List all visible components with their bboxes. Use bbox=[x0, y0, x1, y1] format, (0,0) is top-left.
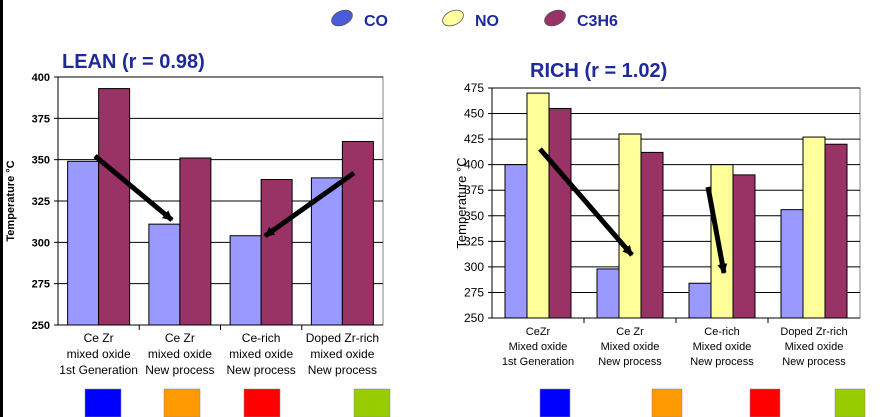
bar-c3h6 bbox=[341, 140, 374, 326]
y-tick-label: 375 bbox=[464, 183, 484, 197]
bar-co bbox=[504, 164, 528, 319]
legend-label: NO bbox=[475, 13, 499, 30]
bar-no bbox=[710, 164, 734, 319]
legend-marker bbox=[544, 9, 566, 27]
y-axis-label: Temperature °C bbox=[5, 160, 17, 241]
bar-co bbox=[780, 209, 804, 319]
bar-c3h6 bbox=[732, 174, 756, 319]
y-tick-label: 475 bbox=[464, 81, 484, 95]
category-swatch bbox=[353, 388, 391, 417]
x-tick-label: Ce-rich Mixed oxide New process bbox=[690, 326, 754, 368]
legend-marker bbox=[331, 9, 353, 27]
category-swatch bbox=[243, 388, 281, 417]
category-swatch bbox=[84, 388, 122, 417]
x-tick-label: CeZr Mixed oxide 1st Generation bbox=[502, 326, 574, 368]
x-tick-label: Ce Zr Mixed oxide New process bbox=[598, 326, 662, 368]
chart-title: RICH (r = 1.02) bbox=[530, 60, 667, 82]
legend-label: CO bbox=[364, 13, 388, 30]
y-tick-label: 325 bbox=[32, 196, 50, 208]
y-axis-label: Temperature °C bbox=[454, 157, 469, 248]
y-tick-label: 450 bbox=[464, 107, 484, 121]
bar-c3h6 bbox=[548, 107, 572, 319]
y-tick-label: 250 bbox=[464, 311, 484, 325]
y-tick-label: 325 bbox=[464, 234, 484, 248]
bar-c3h6 bbox=[640, 151, 664, 319]
chart-rich: RICH (r = 1.02) 250 275 300 325 350 375 400 425 4… bbox=[454, 60, 866, 417]
y-tick-label: 350 bbox=[32, 155, 50, 167]
y-tick-label: 375 bbox=[32, 113, 50, 125]
category-swatch bbox=[539, 388, 571, 417]
chart-title: LEAN (r = 0.98) bbox=[62, 51, 205, 73]
bar-co bbox=[688, 282, 712, 319]
x-tick-label: Ce-rich mixed oxide New process bbox=[226, 331, 295, 377]
bar-co bbox=[596, 268, 620, 319]
y-tick-label: 275 bbox=[464, 285, 484, 299]
annotation-arrow bbox=[705, 186, 728, 274]
annotation-arrow bbox=[93, 154, 174, 222]
legend-item-c3h6: C3H6 bbox=[544, 9, 618, 30]
category-swatch bbox=[651, 388, 683, 417]
bar-co bbox=[148, 223, 181, 326]
y-tick-label: 400 bbox=[464, 158, 484, 172]
bar-no bbox=[802, 136, 826, 319]
y-tick-label: 275 bbox=[32, 279, 50, 291]
left-edge-border bbox=[0, 0, 3, 417]
x-tick-label: Doped Zr-rich Mixed oxide New process bbox=[780, 326, 847, 368]
bar-c3h6 bbox=[98, 88, 131, 326]
category-swatch bbox=[749, 388, 781, 417]
bar-c3h6 bbox=[824, 143, 848, 319]
bar-c3h6 bbox=[179, 157, 212, 326]
x-tick-label: Ce Zr mixed oxide New process bbox=[145, 331, 214, 377]
bar-co bbox=[67, 160, 100, 326]
legend-label: C3H6 bbox=[577, 13, 618, 30]
annotation-arrow bbox=[538, 147, 634, 257]
y-tick-label: 300 bbox=[464, 260, 484, 274]
annotation-arrow bbox=[263, 170, 356, 239]
bar-no bbox=[618, 133, 642, 319]
legend-marker bbox=[442, 9, 464, 27]
y-tick-label: 425 bbox=[464, 132, 484, 146]
category-swatch bbox=[163, 388, 201, 417]
bar-co bbox=[229, 235, 262, 326]
bar-no bbox=[526, 92, 550, 319]
x-tick-label: Doped Zr-rich mixed oxide New process bbox=[306, 331, 379, 377]
y-tick-label: 300 bbox=[32, 237, 50, 249]
bar-c3h6 bbox=[260, 179, 293, 326]
y-tick-label: 350 bbox=[464, 209, 484, 223]
legend-item-no: NO bbox=[442, 9, 499, 30]
y-tick-label: 250 bbox=[32, 320, 50, 332]
category-swatch bbox=[834, 388, 866, 417]
legend-item-co: CO bbox=[331, 9, 388, 30]
y-tick-label: 400 bbox=[32, 72, 50, 84]
chart-lean: LEAN (r = 0.98) 250 275 300 325 350 375 400 Temp… bbox=[5, 51, 391, 417]
x-tick-label: Ce Zr mixed oxide 1st Generation bbox=[59, 331, 138, 377]
